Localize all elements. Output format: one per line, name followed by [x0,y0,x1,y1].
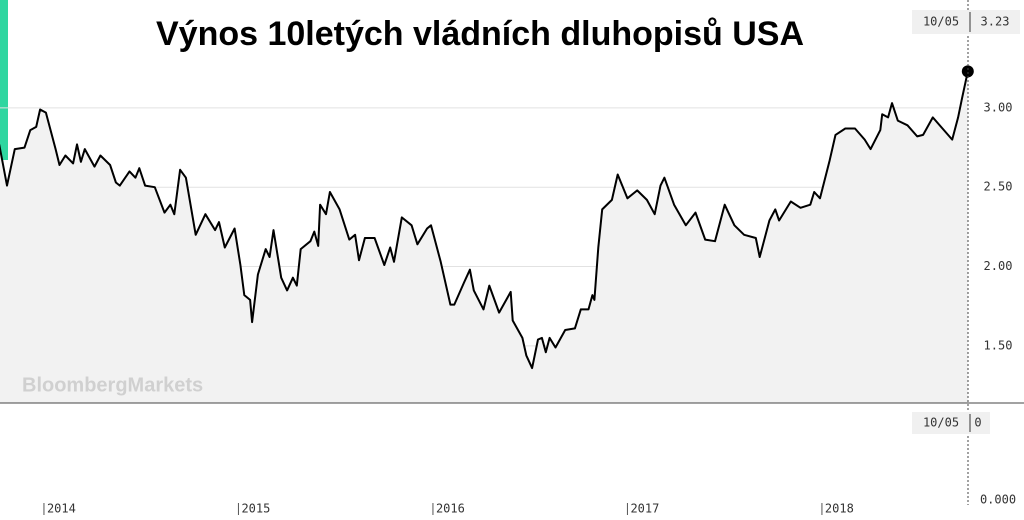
y-tick-label: 2.50 [984,180,1013,194]
x-tick-label: 2014 [47,502,76,516]
line [0,71,969,370]
plot [0,71,969,403]
y-tick-label: 2.00 [984,259,1013,273]
brand-bar [0,0,8,160]
x-tick-label: 2015 [241,502,270,516]
y-tick-label: 1.50 [984,338,1013,352]
last-date: 10/05 [923,15,959,29]
watermark: BloombergMarkets [22,374,203,396]
lower-last-value: 0 [974,416,981,430]
last-value: 3.23 [981,15,1010,29]
chart-title: Výnos 10letých vládních dluhopisů USA [156,15,804,53]
lower-last-date: 10/05 [923,416,959,430]
x-tick-label: 2016 [436,502,465,516]
lower-y-tick-label: 0.000 [980,493,1016,507]
x-tick-label: 2017 [630,502,659,516]
area [0,71,968,403]
last-tag [912,10,1020,34]
x-tick-label: 2018 [825,502,854,516]
y-tick-label: 3.00 [984,100,1013,114]
last-point [961,65,974,78]
